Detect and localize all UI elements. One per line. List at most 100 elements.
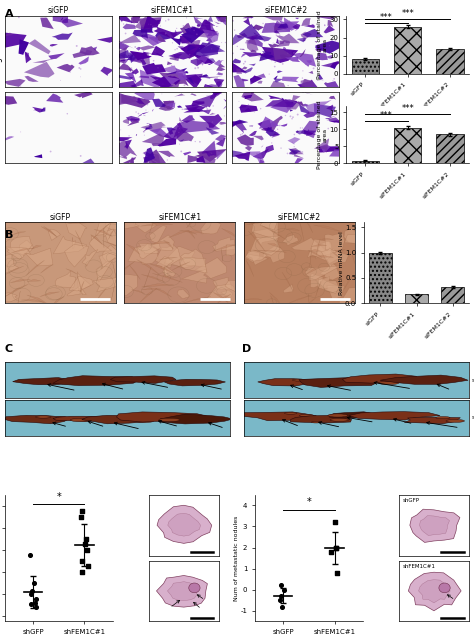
Circle shape: [300, 415, 314, 417]
Polygon shape: [94, 230, 112, 236]
Point: [276, 120, 283, 131]
Polygon shape: [183, 107, 207, 113]
Polygon shape: [118, 15, 133, 23]
Polygon shape: [311, 244, 327, 247]
Polygon shape: [316, 239, 320, 255]
Polygon shape: [67, 221, 94, 224]
Point: [319, 45, 327, 55]
Polygon shape: [25, 248, 53, 266]
Polygon shape: [143, 157, 150, 165]
Point: [138, 32, 146, 42]
Point: [273, 29, 280, 39]
Polygon shape: [123, 118, 129, 124]
Polygon shape: [140, 122, 167, 133]
Polygon shape: [206, 37, 212, 42]
Circle shape: [56, 417, 67, 418]
Y-axis label: Percentage of stained
area: Percentage of stained area: [317, 11, 328, 79]
Polygon shape: [290, 110, 293, 112]
Polygon shape: [310, 256, 333, 257]
Polygon shape: [214, 14, 227, 22]
Polygon shape: [156, 257, 173, 269]
Bar: [405, 294, 428, 303]
Point: [191, 136, 199, 146]
Point: [78, 556, 86, 566]
Polygon shape: [75, 230, 83, 249]
Polygon shape: [111, 274, 137, 297]
Polygon shape: [283, 284, 293, 293]
Polygon shape: [174, 93, 185, 96]
Point: [162, 16, 170, 26]
Point: [240, 59, 247, 69]
Circle shape: [70, 418, 91, 422]
Polygon shape: [130, 51, 152, 60]
Polygon shape: [334, 249, 345, 253]
Polygon shape: [293, 101, 304, 107]
Polygon shape: [136, 98, 146, 105]
Point: [331, 517, 339, 527]
Polygon shape: [159, 102, 174, 111]
Polygon shape: [280, 55, 289, 60]
Polygon shape: [301, 32, 312, 41]
Polygon shape: [224, 63, 247, 72]
Polygon shape: [155, 53, 164, 57]
Polygon shape: [315, 281, 321, 297]
Point: [299, 66, 307, 76]
Polygon shape: [1, 233, 12, 244]
Polygon shape: [263, 244, 284, 263]
Polygon shape: [271, 295, 273, 304]
Polygon shape: [205, 151, 214, 157]
Polygon shape: [193, 16, 206, 27]
Polygon shape: [91, 235, 102, 245]
Point: [247, 136, 255, 146]
Text: B: B: [5, 230, 13, 240]
Polygon shape: [132, 13, 141, 23]
Polygon shape: [250, 49, 256, 53]
Polygon shape: [285, 57, 301, 62]
Polygon shape: [115, 40, 134, 49]
Polygon shape: [242, 79, 248, 81]
Polygon shape: [275, 34, 300, 43]
Point: [15, 12, 23, 22]
Point: [292, 25, 300, 36]
Polygon shape: [297, 80, 320, 93]
Polygon shape: [214, 22, 221, 24]
Polygon shape: [56, 64, 74, 72]
Polygon shape: [188, 74, 203, 85]
Point: [203, 82, 210, 92]
Point: [38, 13, 46, 23]
Y-axis label: Num of metastatic nodules: Num of metastatic nodules: [234, 515, 239, 601]
Polygon shape: [273, 27, 278, 30]
Polygon shape: [202, 29, 219, 44]
Polygon shape: [118, 157, 127, 159]
Polygon shape: [324, 25, 335, 34]
Point: [26, 550, 34, 560]
Polygon shape: [212, 91, 222, 96]
Polygon shape: [109, 47, 127, 63]
Circle shape: [446, 420, 465, 422]
Polygon shape: [255, 74, 266, 78]
Polygon shape: [6, 266, 24, 275]
Polygon shape: [159, 73, 189, 86]
Polygon shape: [192, 54, 214, 64]
Polygon shape: [164, 77, 176, 81]
Text: ***: ***: [380, 13, 393, 22]
Bar: [436, 134, 464, 164]
Polygon shape: [257, 56, 276, 60]
Polygon shape: [305, 100, 332, 115]
Polygon shape: [298, 84, 306, 87]
Point: [291, 141, 298, 152]
Polygon shape: [131, 53, 150, 65]
Point: [277, 143, 285, 153]
Polygon shape: [169, 230, 190, 238]
Polygon shape: [314, 103, 336, 118]
Polygon shape: [129, 79, 144, 88]
Point: [131, 42, 139, 52]
Polygon shape: [325, 249, 342, 264]
Polygon shape: [255, 250, 286, 252]
Point: [229, 16, 237, 26]
Polygon shape: [141, 22, 154, 33]
Polygon shape: [133, 30, 148, 39]
Polygon shape: [173, 54, 182, 60]
Polygon shape: [84, 49, 92, 55]
Polygon shape: [5, 247, 31, 259]
